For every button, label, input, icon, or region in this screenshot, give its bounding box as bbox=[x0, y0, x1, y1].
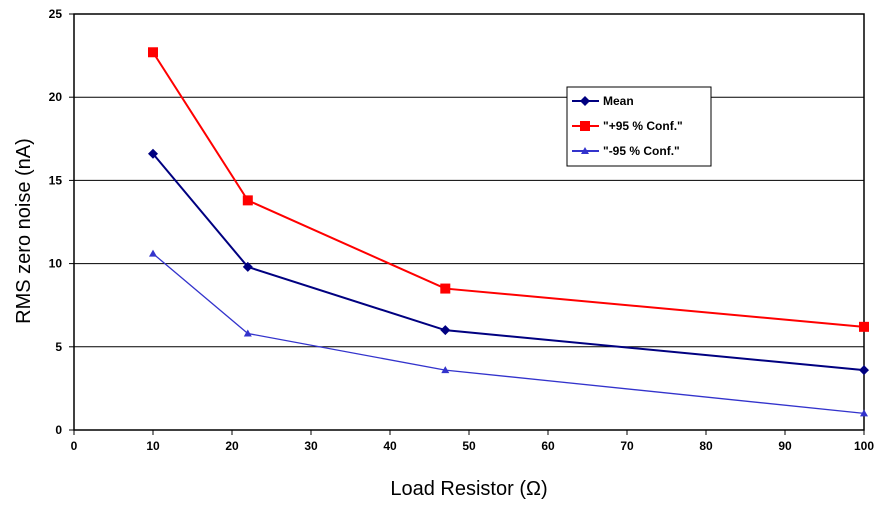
y-tick-label: 5 bbox=[55, 340, 62, 354]
y-tick-label: 25 bbox=[49, 7, 63, 21]
series-line bbox=[152, 153, 865, 372]
x-tick-label: 60 bbox=[541, 439, 555, 453]
data-point bbox=[859, 321, 869, 332]
data-point bbox=[243, 329, 252, 337]
y-tick-label: 15 bbox=[49, 173, 63, 187]
plot-area bbox=[73, 13, 865, 431]
legend-label: "+95 % Conf." bbox=[603, 119, 683, 133]
y-axis-ticks: 0 5 10 15 20 25 bbox=[49, 7, 74, 437]
series-2 bbox=[149, 249, 868, 417]
series-0 bbox=[148, 148, 869, 376]
series-layer bbox=[148, 47, 869, 417]
x-tick-label: 20 bbox=[225, 439, 239, 453]
legend: Mean "+95 % Conf." "-95 % Conf." bbox=[566, 86, 712, 167]
legend-marker bbox=[580, 121, 590, 131]
x-tick-label: 0 bbox=[71, 439, 78, 453]
data-point bbox=[860, 409, 868, 417]
y-tick-label: 10 bbox=[49, 257, 63, 271]
x-tick-label: 50 bbox=[462, 439, 476, 453]
legend-label: "-95 % Conf." bbox=[603, 144, 680, 158]
x-axis-title: Load Resistor (Ω) bbox=[390, 478, 547, 500]
series-1 bbox=[148, 47, 869, 332]
x-tick-label: 100 bbox=[854, 439, 874, 453]
series-line bbox=[152, 253, 865, 415]
x-tick-label: 40 bbox=[383, 439, 397, 453]
x-tick-label: 90 bbox=[778, 439, 792, 453]
legend-marker bbox=[580, 96, 590, 106]
y-axis-title: RMS zero noise (nA) bbox=[13, 138, 35, 324]
data-point bbox=[859, 365, 869, 376]
x-tick-label: 80 bbox=[699, 439, 713, 453]
x-tick-label: 30 bbox=[304, 439, 318, 453]
series-line bbox=[152, 51, 865, 328]
y-tick-label: 0 bbox=[55, 423, 62, 437]
data-point bbox=[242, 261, 253, 272]
legend-label: Mean bbox=[603, 94, 634, 108]
data-point bbox=[440, 325, 451, 336]
data-point bbox=[440, 283, 451, 294]
data-point bbox=[441, 366, 450, 374]
data-point bbox=[148, 148, 158, 159]
data-point bbox=[149, 249, 157, 257]
data-point bbox=[148, 47, 158, 58]
data-point bbox=[242, 195, 253, 206]
x-tick-label: 10 bbox=[146, 439, 160, 453]
x-axis-ticks: 0 10 20 30 40 50 60 70 80 90 100 bbox=[71, 430, 874, 453]
legend-marker bbox=[581, 147, 589, 154]
gridlines bbox=[74, 96, 864, 348]
y-tick-label: 20 bbox=[49, 90, 63, 104]
x-tick-label: 70 bbox=[620, 439, 634, 453]
